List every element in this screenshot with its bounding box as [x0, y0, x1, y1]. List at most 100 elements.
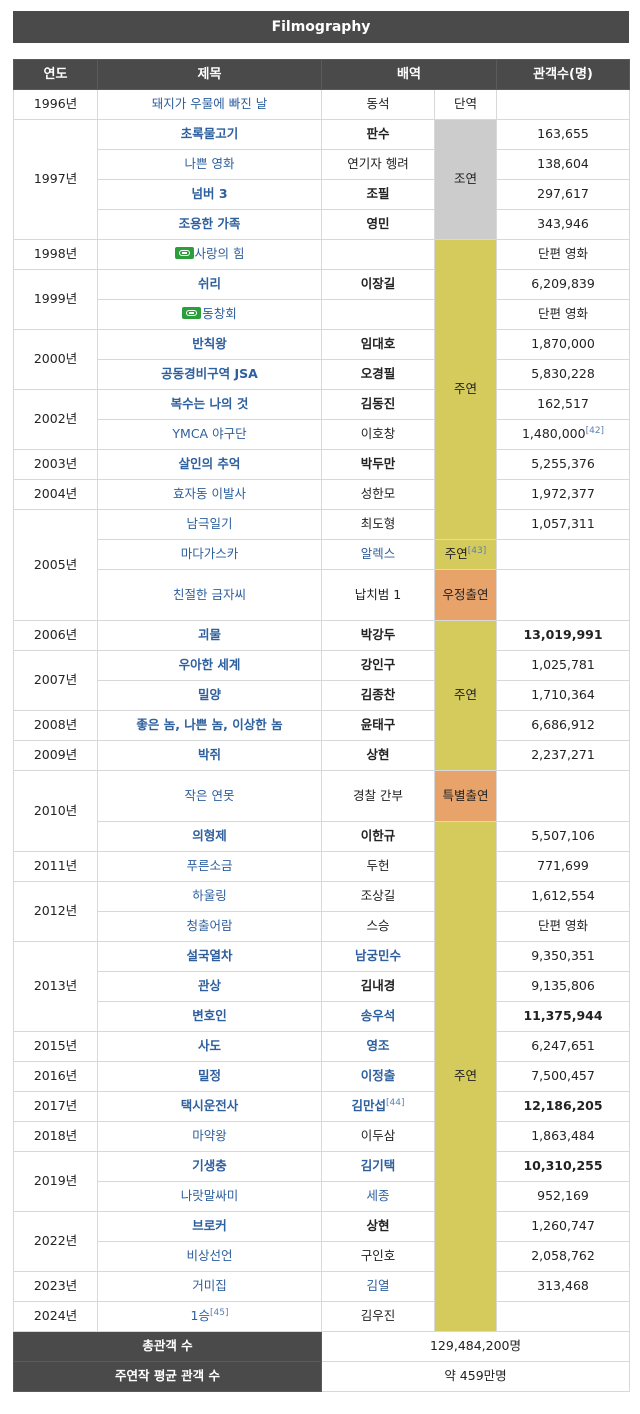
table-row: 2006년 괴물 박강두 주연 13,019,991	[13, 620, 631, 771]
film-title-link[interactable]: 청출어람	[97, 911, 322, 942]
year-cell: 1998년	[13, 239, 98, 270]
film-title-link[interactable]: 마다가스카	[97, 539, 322, 570]
role-link[interactable]: 알렉스	[321, 539, 435, 570]
film-title-link[interactable]: 기생충	[97, 1151, 322, 1182]
film-title-link[interactable]: 나쁜 영화	[97, 149, 322, 180]
film-title-link[interactable]: 설국열차	[97, 941, 322, 972]
role-link[interactable]: 영조	[321, 1031, 435, 1062]
film-title-link[interactable]: 밀정	[97, 1061, 322, 1092]
role-cell: 두헌	[321, 851, 435, 882]
table-row: 2007년 우아한 세계 강인구 1,025,781	[13, 650, 631, 711]
year-cell: 2022년	[13, 1211, 98, 1272]
role-cell: 상현	[321, 740, 435, 771]
role-link[interactable]: 남궁민수	[321, 941, 435, 972]
table-row: 2018년 마약왕 이두삼 1,863,484	[13, 1121, 631, 1152]
role-cell: 김우진	[321, 1301, 435, 1332]
film-title-link[interactable]: 동창회	[97, 299, 322, 330]
film-title-link[interactable]: 푸른소금	[97, 851, 322, 882]
film-title-link[interactable]: 거미집	[97, 1271, 322, 1302]
film-title-link[interactable]: 초록물고기	[97, 119, 322, 150]
year-cell: 2015년	[13, 1031, 98, 1062]
film-title-link[interactable]: 사도	[97, 1031, 322, 1062]
film-title-link[interactable]: 밀양	[97, 680, 322, 711]
film-title-link[interactable]: 넘버 3	[97, 179, 322, 210]
film-title-link[interactable]: 관상	[97, 971, 322, 1002]
film-title-link[interactable]: 돼지가 우물에 빠진 날	[97, 89, 322, 120]
film-title-link[interactable]: 좋은 놈, 나쁜 놈, 이상한 놈	[97, 710, 322, 741]
table-row: 2002년 복수는 나의 것 김동진 162,517	[13, 389, 631, 450]
film-title-link[interactable]: 남극일기	[97, 509, 322, 540]
reference-link[interactable]: [44]	[386, 1098, 405, 1109]
table-row: 2000년 반칙왕 임대호 1,870,000	[13, 329, 631, 390]
audience-cell: 138,604	[496, 149, 631, 180]
reference-link[interactable]: [42]	[585, 426, 605, 437]
role-cell: 상현	[321, 1211, 435, 1242]
header-role: 배역	[320, 59, 498, 90]
role-link[interactable]: 세종	[321, 1181, 435, 1212]
role-cell: 영민	[321, 209, 435, 240]
total-audience-label: 총관객 수	[13, 1331, 322, 1362]
year-cell: 2011년	[13, 851, 98, 882]
film-title-link[interactable]: 변호인	[97, 1001, 322, 1032]
film-title-link[interactable]: 마약왕	[97, 1121, 322, 1152]
audience-cell: 162,517	[496, 389, 631, 420]
film-title-link[interactable]: 복수는 나의 것	[97, 389, 322, 420]
film-title-link[interactable]: 우아한 세계	[97, 650, 322, 681]
film-title-link[interactable]: 1승	[190, 1308, 210, 1324]
role-cell: 이한규	[321, 821, 435, 852]
film-title-link[interactable]: 괴물	[97, 620, 322, 651]
film-title-link[interactable]: 공동경비구역 JSA	[97, 359, 322, 390]
audience-cell: 9,135,806	[496, 971, 631, 1002]
year-cell: 2013년	[13, 941, 98, 1032]
audience-cell: 2,058,762	[496, 1241, 631, 1272]
film-title-link[interactable]: 사랑의 힘	[97, 239, 322, 270]
header-title: 제목	[97, 59, 322, 90]
year-cell: 2003년	[13, 449, 98, 480]
film-title-link[interactable]: 반칙왕	[97, 329, 322, 360]
film-title-link[interactable]: 의형제	[97, 821, 322, 852]
table-header-row: 연도 제목 배역 관객수(명)	[13, 59, 631, 90]
role-cell: 이두삼	[321, 1121, 435, 1152]
reference-link[interactable]: [45]	[209, 1308, 229, 1319]
table-row: 나쁜 영화 연기자 헹려 138,604	[14, 149, 631, 180]
type-lead: 주연	[433, 620, 498, 771]
film-title-link[interactable]: 친절한 금자씨	[97, 569, 322, 621]
role-link[interactable]: 김만섭	[351, 1098, 387, 1114]
film-title-link[interactable]: YMCA 야구단	[97, 419, 322, 450]
table-row: 변호인 송우석 11,375,944	[14, 1001, 631, 1032]
audience-cell	[496, 89, 631, 120]
type-special: 특별출연	[433, 770, 498, 822]
audience-cell: 952,169	[496, 1181, 631, 1212]
reference-link[interactable]: [43]	[467, 546, 487, 557]
film-title-link[interactable]: 효자동 이발사	[97, 479, 322, 510]
audience-cell: 단편 영화	[496, 239, 631, 270]
audience-cell: 297,617	[496, 179, 631, 210]
audience-cell: 1,480,000[42]	[496, 419, 631, 450]
year-cell: 2002년	[13, 389, 98, 450]
film-title-link[interactable]: 하울링	[97, 881, 322, 912]
film-title-link[interactable]: 살인의 추억	[97, 449, 322, 480]
film-title-link[interactable]: 나랏말싸미	[97, 1181, 322, 1212]
audience-cell: 7,500,457	[496, 1061, 631, 1092]
film-title-cell: 1승[45]	[97, 1301, 322, 1332]
year-cell: 2023년	[13, 1271, 98, 1302]
role-link[interactable]: 김열	[321, 1271, 435, 1302]
role-link[interactable]: 김기택	[321, 1151, 435, 1182]
film-title-link[interactable]: 박쥐	[97, 740, 322, 771]
year-cell: 2009년	[13, 740, 98, 771]
role-link[interactable]: 이정출	[321, 1061, 435, 1092]
film-title-link[interactable]: 작은 연못	[97, 770, 322, 822]
type-support: 조연	[433, 119, 498, 240]
role-link[interactable]: 송우석	[321, 1001, 435, 1032]
audience-cell: 5,830,228	[496, 359, 631, 390]
film-title-link[interactable]: 쉬리	[97, 269, 322, 300]
film-title-link[interactable]: 조용한 가족	[97, 209, 322, 240]
year-cell: 2000년	[13, 329, 98, 390]
film-title-link[interactable]: 비상선언	[97, 1241, 322, 1272]
type-lead: 주연	[433, 239, 498, 540]
film-title-link[interactable]: 브로커	[97, 1211, 322, 1242]
film-title-link[interactable]: 택시운전사	[97, 1091, 322, 1122]
year-cell: 1999년	[13, 269, 98, 330]
table-row: 관상 김내경 9,135,806	[14, 971, 631, 1002]
table-row: 2010년 작은 연못 경찰 간부 특별출연	[13, 770, 631, 852]
